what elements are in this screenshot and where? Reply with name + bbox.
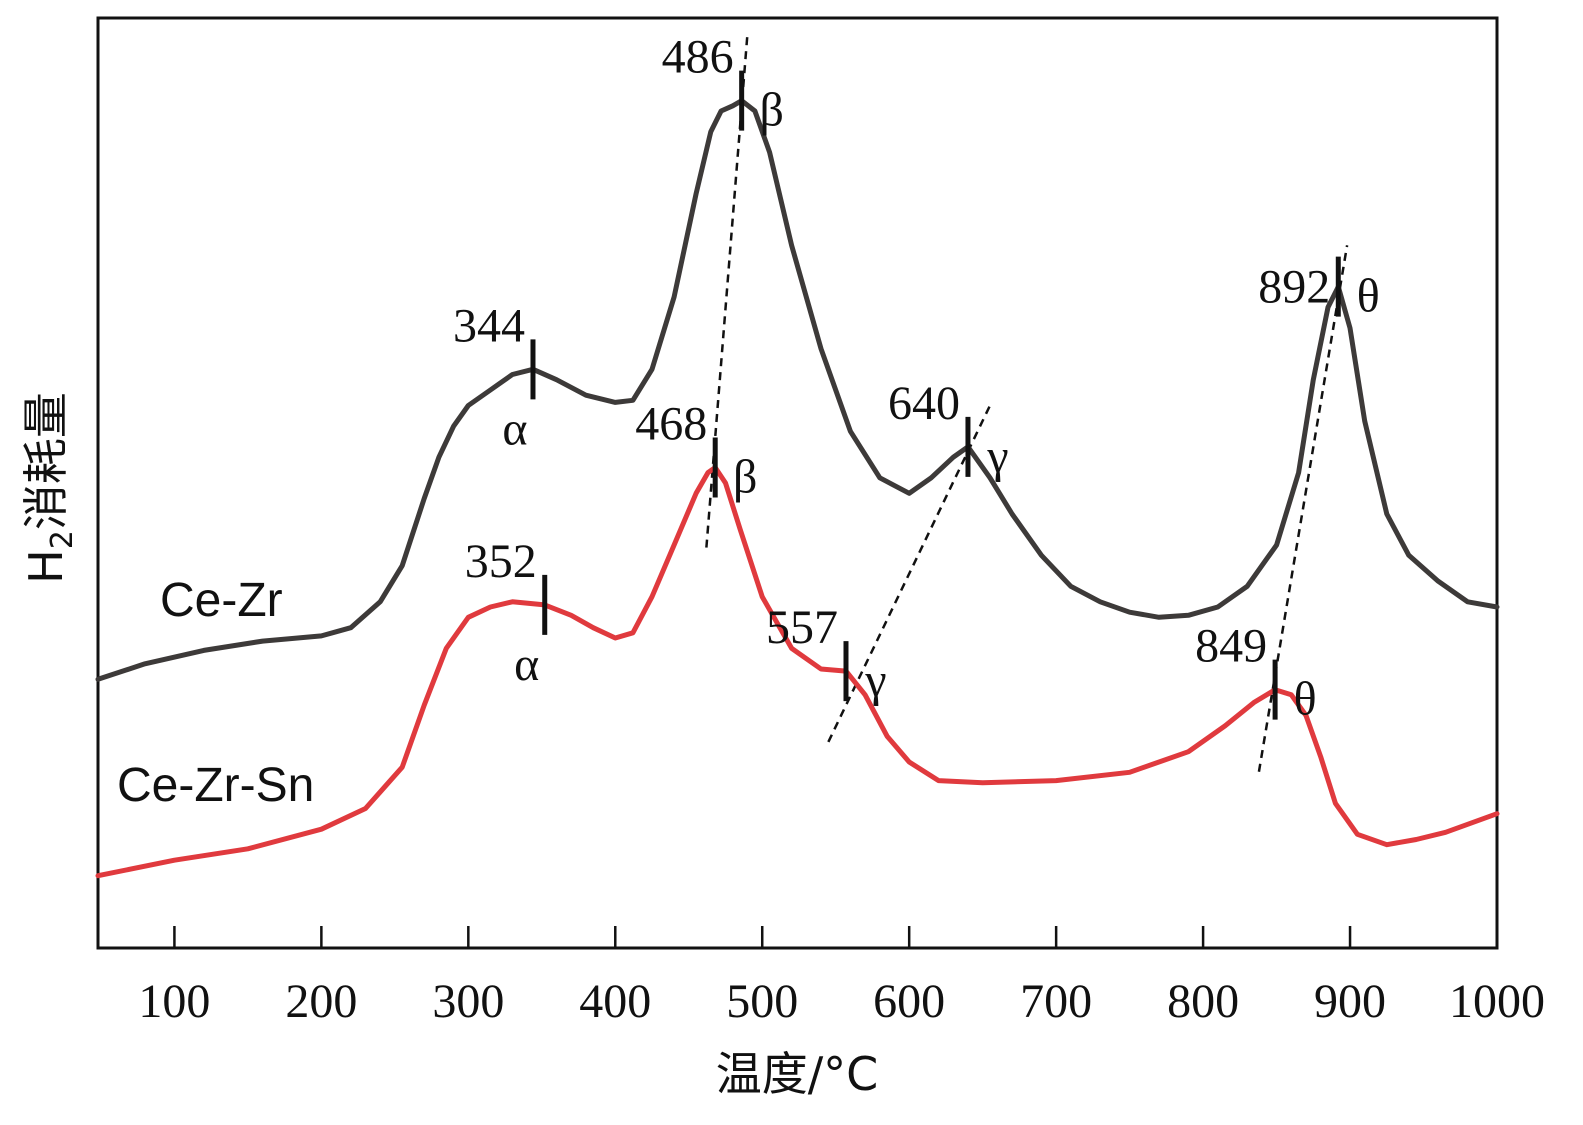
x-tick-label: 600	[873, 975, 945, 1028]
peak-label-557: 557	[766, 601, 838, 654]
y-axis-title: H2消耗量	[19, 392, 80, 584]
peak-label-892: 892	[1258, 261, 1330, 314]
peak-label-640: 640	[888, 377, 960, 430]
x-tick-label: 1000	[1449, 975, 1545, 1028]
peak-greek-557: γ	[864, 654, 886, 707]
x-tick-label: 800	[1167, 975, 1239, 1028]
peak-greek-892: θ	[1357, 270, 1380, 323]
y-axis-title-rest: 消耗量	[19, 392, 73, 530]
peak-greek-849: θ	[1294, 673, 1317, 726]
x-axis-ticks: 100 200 300 400 500 600 700 800 900 1000	[138, 926, 1545, 1028]
series-label-ce-zr-sn: Ce-Zr-Sn	[117, 759, 314, 812]
series-line-ce-zr	[95, 98, 1500, 682]
x-tick-label: 100	[138, 975, 210, 1028]
peak-greek-344: α	[502, 402, 527, 455]
plot-border	[96, 16, 1499, 950]
plot-frame	[96, 16, 1499, 950]
series-labels: Ce-Zr Ce-Zr-Sn	[117, 574, 314, 812]
peak-greek-640: γ	[986, 430, 1008, 483]
series-lines	[95, 98, 1500, 879]
x-tick-label: 200	[285, 975, 357, 1028]
series-label-ce-zr: Ce-Zr	[160, 574, 283, 627]
peak-greek-468: β	[733, 451, 757, 504]
peak-label-486: 486	[662, 31, 734, 84]
svg-text:H2消耗量: H2消耗量	[19, 392, 80, 584]
x-tick-label: 700	[1020, 975, 1092, 1028]
x-axis-title: 温度/°C	[716, 1047, 879, 1101]
peak-greek-352: α	[514, 638, 539, 691]
peak-label-849: 849	[1195, 620, 1267, 673]
peak-label-344: 344	[453, 299, 525, 352]
y-axis-title-main: H	[19, 549, 73, 584]
series-line-ce-zr-sn	[95, 465, 1500, 879]
peak-label-352: 352	[465, 535, 537, 588]
x-tick-label: 400	[579, 975, 651, 1028]
x-tick-label: 900	[1314, 975, 1386, 1028]
peak-annotations: 344 α 486 β 640 γ 892 θ 352 α 468 β 557 γ 849 θ	[453, 31, 1380, 726]
x-tick-label: 300	[432, 975, 504, 1028]
x-tick-label: 500	[726, 975, 798, 1028]
peak-greek-486: β	[759, 84, 783, 137]
peak-label-468: 468	[635, 398, 707, 451]
y-axis-title-subscript: 2	[45, 530, 80, 549]
